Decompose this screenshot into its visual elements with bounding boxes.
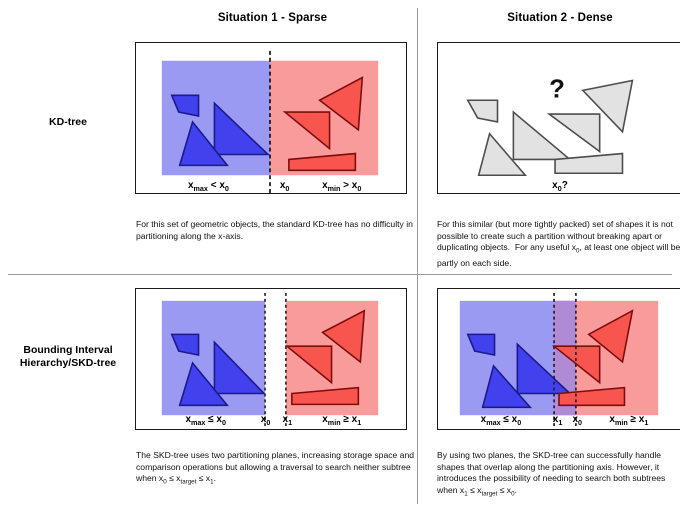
axis-labels-bih-dense: xmax ≤ x0 x1 x0 xmin ≥ x1 (437, 414, 680, 432)
red-triangle-mid (282, 111, 331, 151)
red-triangle-mid (551, 345, 601, 385)
blue-triangle-right (213, 101, 270, 156)
axis-labels-bih-sparse: xmax ≤ x0 x0 x1 xmin ≥ x1 (135, 414, 407, 432)
gray-quad-lower (554, 152, 624, 175)
blue-triangle-lower (178, 361, 229, 407)
blue-quad-shape (170, 94, 200, 117)
caption-kd-dense: For this similar (but more tightly packe… (437, 219, 680, 268)
axis-labels-kd-sparse: xmax < x0 x0 xmin > x0 (135, 180, 407, 198)
vertical-divider (417, 8, 418, 504)
panel-bih-dense-graphic (459, 292, 659, 429)
red-triangle-large (587, 309, 634, 364)
gray-triangle-center (512, 110, 573, 161)
axis-label-xmin-gt-x0: xmin > x0 (322, 180, 362, 193)
panel-bih-dense (437, 288, 680, 430)
blue-quad-shape (466, 333, 496, 357)
caption-bih-sparse: The SKD-tree uses two partitioning plane… (136, 450, 415, 486)
axis-label-xmax-le-x0: xmax ≤ x0 (480, 414, 522, 427)
panel-bih-sparse-graphic (161, 292, 379, 429)
panel-bih-sparse (135, 288, 407, 430)
blue-triangle-right (213, 340, 266, 395)
row-label-bounding-interval-hierarchy: Bounding Interval Hierarchy/SKD-tree (19, 344, 117, 369)
panel-kd-tree-sparse (135, 42, 407, 194)
axis-label-xmax-le-x0: xmax ≤ x0 (185, 414, 226, 427)
gray-triangle-lower-left (477, 132, 528, 177)
horizontal-divider (8, 274, 672, 275)
red-quad-shape (288, 152, 357, 172)
column-title-situation-1: Situation 1 - Sparse (217, 12, 328, 24)
axis-label-xmin-ge-x1: xmin ≥ x1 (322, 414, 362, 427)
row-label-kd-tree: KD-tree (49, 116, 87, 128)
blue-triangle-right (516, 342, 572, 395)
axis-label-xmin-ge-x1: xmin ≥ x1 (609, 414, 649, 427)
axis-label-xmax-lt-x0: xmax < x0 (187, 180, 229, 193)
gray-triangle-mid-right (546, 113, 601, 154)
axis-label-x1: x1 (552, 414, 563, 427)
gray-quad-shape (466, 99, 499, 123)
axis-label-x1: x1 (282, 414, 293, 427)
blue-quad-shape (170, 333, 200, 357)
panel-kd-tree-dense: ? (437, 42, 680, 194)
red-quad-shape (291, 386, 360, 406)
axis-label-x0: x0 (279, 180, 290, 193)
blue-triangle-lower (481, 364, 533, 409)
red-triangle-large (318, 76, 364, 132)
red-triangle-large (321, 309, 366, 364)
axis-label-x0: x0 (572, 414, 582, 427)
question-mark-label: ? (549, 75, 565, 103)
caption-kd-sparse: For this set of geometric objects, the s… (136, 219, 413, 241)
axis-label-x0: x0 (260, 414, 271, 427)
axis-label-x0-question: x0? (552, 180, 568, 193)
gray-triangle-large (581, 79, 634, 134)
caption-bih-dense: By using two planes, the SKD-tree can su… (437, 450, 666, 498)
red-triangle-mid (284, 345, 333, 385)
panel-kd-tree-dense-graphic: ? (466, 75, 634, 177)
blue-triangle-lower (178, 120, 229, 167)
axis-labels-kd-dense: x0? (437, 180, 680, 198)
column-title-situation-2: Situation 2 - Dense (507, 12, 613, 24)
panel-kd-tree-sparse-graphic (161, 50, 379, 193)
